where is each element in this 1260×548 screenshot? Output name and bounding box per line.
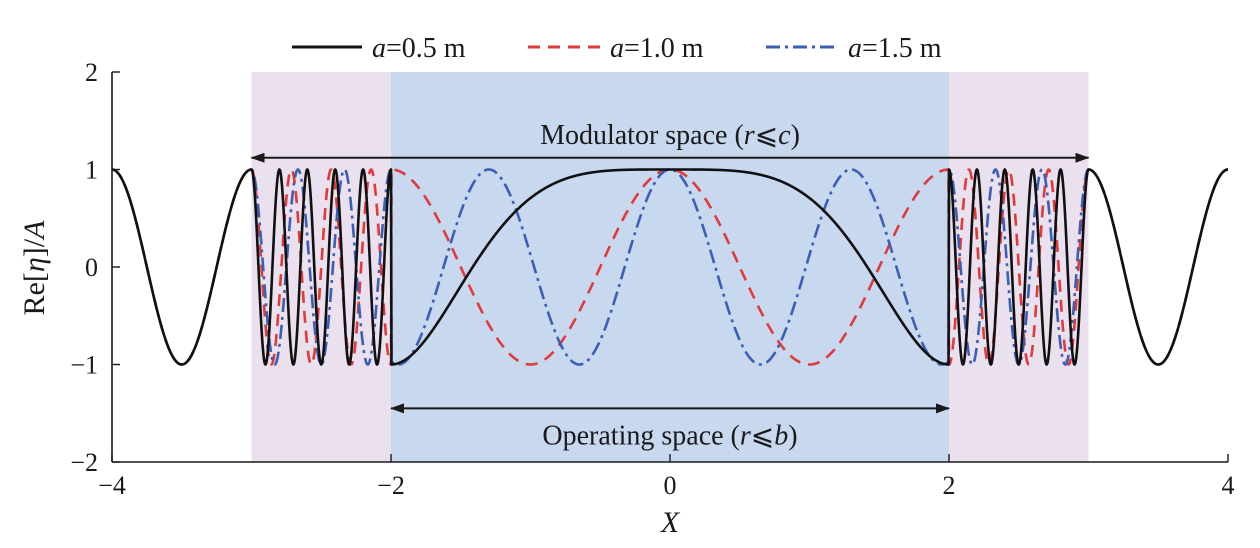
regions <box>251 72 1089 462</box>
series-line-a10m <box>111 168 1229 366</box>
annotations: Modulator space (r⩽c) Operating space (r… <box>250 120 1090 451</box>
x-ticks: −4 −2 0 2 4 <box>98 454 1235 500</box>
x-tick-label: 0 <box>664 471 677 500</box>
y-tick-label: 0 <box>85 253 98 282</box>
operating-label-var-r: r <box>740 420 751 451</box>
modulator-label-op: ⩽ <box>755 120 778 151</box>
operating-label-op: ⩽ <box>751 420 774 451</box>
legend-label-a15: a=1.5 m <box>848 33 942 64</box>
y-tick-label: −2 <box>70 448 98 477</box>
operating-label-pre: Operating space ( <box>542 420 739 451</box>
y-tick-label: −1 <box>70 351 98 380</box>
y-label-a: A <box>18 220 51 241</box>
x-tick-label: 4 <box>1222 471 1235 500</box>
legend-a05-val: =0.5 m <box>386 33 466 64</box>
operating-space-label: Operating space (r⩽b) <box>542 420 797 451</box>
series-lines <box>111 168 1229 366</box>
modulator-label-var-c: c <box>778 120 791 151</box>
operating-label-var-b: b <box>774 420 788 451</box>
legend-label-a10: a=1.0 m <box>610 33 704 64</box>
y-tick-label: 2 <box>85 58 98 87</box>
y-label-pre: Re[ <box>18 272 51 315</box>
series-line-a15m <box>111 168 1229 366</box>
modulator-label-var-r: r <box>744 120 755 151</box>
region-modulator-right <box>949 72 1089 462</box>
operating-label-post: ) <box>788 420 797 451</box>
modulator-space-label: Modulator space (r⩽c) <box>540 120 800 151</box>
region-modulator-left <box>251 72 391 462</box>
modulator-label-pre: Modulator space ( <box>540 120 744 151</box>
legend-a15-var: a <box>848 33 862 64</box>
legend-label-a05: a=0.5 m <box>372 33 466 64</box>
x-axis-label: X <box>660 506 681 539</box>
legend-a05-var: a <box>372 33 386 64</box>
y-label-eta: η <box>18 257 51 272</box>
modulator-label-post: ) <box>791 120 800 151</box>
x-tick-label: 2 <box>943 471 956 500</box>
series-line-a05m <box>111 168 1229 366</box>
legend-a10-val: =1.0 m <box>624 33 704 64</box>
y-axis-label: Re[η]/A <box>18 220 51 316</box>
legend-a10-var: a <box>610 33 624 64</box>
x-tick-label: −2 <box>377 471 405 500</box>
region-operating <box>391 72 949 462</box>
x-tick-label: −4 <box>98 471 126 500</box>
y-tick-label: 1 <box>85 156 98 185</box>
legend: a=0.5 m a=1.0 m a=1.5 m <box>292 33 942 64</box>
y-label-post: ]/ <box>18 238 51 257</box>
legend-a15-val: =1.5 m <box>862 33 942 64</box>
